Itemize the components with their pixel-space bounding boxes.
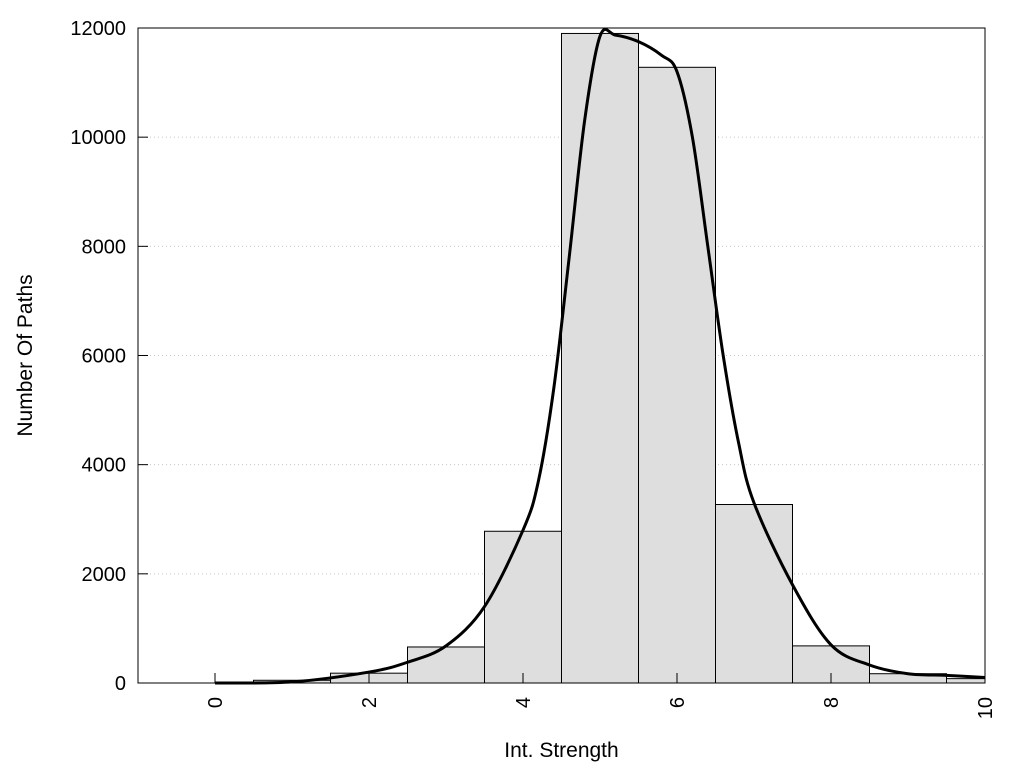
y-tick-label: 10000 bbox=[70, 127, 126, 149]
x-axis-label: Int. Strength bbox=[504, 739, 618, 762]
x-tick-label: 4 bbox=[513, 697, 535, 708]
histogram-bars bbox=[253, 32, 986, 684]
y-tick-label: 2000 bbox=[82, 564, 127, 586]
fit-curve-layer bbox=[214, 27, 986, 685]
axis-ticks bbox=[138, 27, 986, 684]
y-tick-label: 4000 bbox=[82, 455, 127, 477]
x-tick-label: 2 bbox=[359, 697, 381, 708]
x-tick-label: 6 bbox=[667, 697, 689, 708]
histogram-bar bbox=[638, 66, 716, 684]
y-tick-label: 6000 bbox=[82, 346, 127, 368]
histogram-bar bbox=[946, 678, 986, 684]
x-tick-label: 10 bbox=[975, 697, 997, 719]
y-tick-label: 12000 bbox=[70, 18, 126, 40]
y-axis-label: Number Of Paths bbox=[14, 274, 37, 436]
histogram-bar bbox=[407, 646, 485, 684]
fit-curve bbox=[214, 27, 986, 685]
y-tick-label: 8000 bbox=[82, 236, 127, 258]
x-tick-label: 8 bbox=[821, 697, 843, 708]
histogram-bar bbox=[561, 32, 639, 684]
histogram-bar bbox=[484, 530, 562, 684]
y-tick-label: 0 bbox=[115, 673, 126, 695]
tick-labels: 0 2 4 6 8 10 0 2000 4000 6000 8000 10000 12000 bbox=[70, 18, 997, 719]
x-tick-label: 0 bbox=[205, 697, 227, 708]
histogram-bar bbox=[715, 504, 793, 684]
